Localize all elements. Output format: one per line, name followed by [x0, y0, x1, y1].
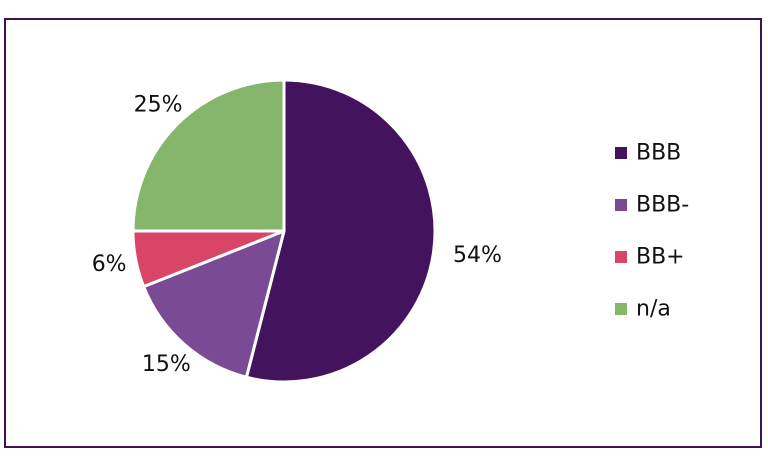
legend: BBB BBB- BB+ n/a: [615, 141, 689, 322]
pie-slice-n-a: [131, 78, 286, 233]
pie-label-n-a: 25%: [134, 93, 183, 118]
pie-slices: [131, 78, 437, 384]
pie-slice-bbb-minus: [142, 229, 286, 379]
legend-label-bbb: BBB: [636, 141, 681, 166]
pie-label-bb-plus: 6%: [92, 252, 127, 277]
legend-swatch-bb-plus: [615, 251, 627, 263]
legend-label-n-a: n/a: [636, 297, 671, 322]
pie-label-bbb: 54%: [453, 243, 502, 268]
pie-label-bbb-minus: 15%: [142, 352, 191, 377]
legend-swatch-bbb-minus: [615, 199, 627, 211]
pie-value-labels: 54% 15% 6% 25%: [92, 93, 502, 377]
legend-label-bbb-minus: BBB-: [636, 193, 689, 218]
legend-swatch-n-a: [615, 303, 627, 315]
pie-slice-bbb: [244, 78, 437, 384]
legend-label-bb-plus: BB+: [636, 245, 685, 270]
legend-swatch-bbb: [615, 147, 627, 159]
